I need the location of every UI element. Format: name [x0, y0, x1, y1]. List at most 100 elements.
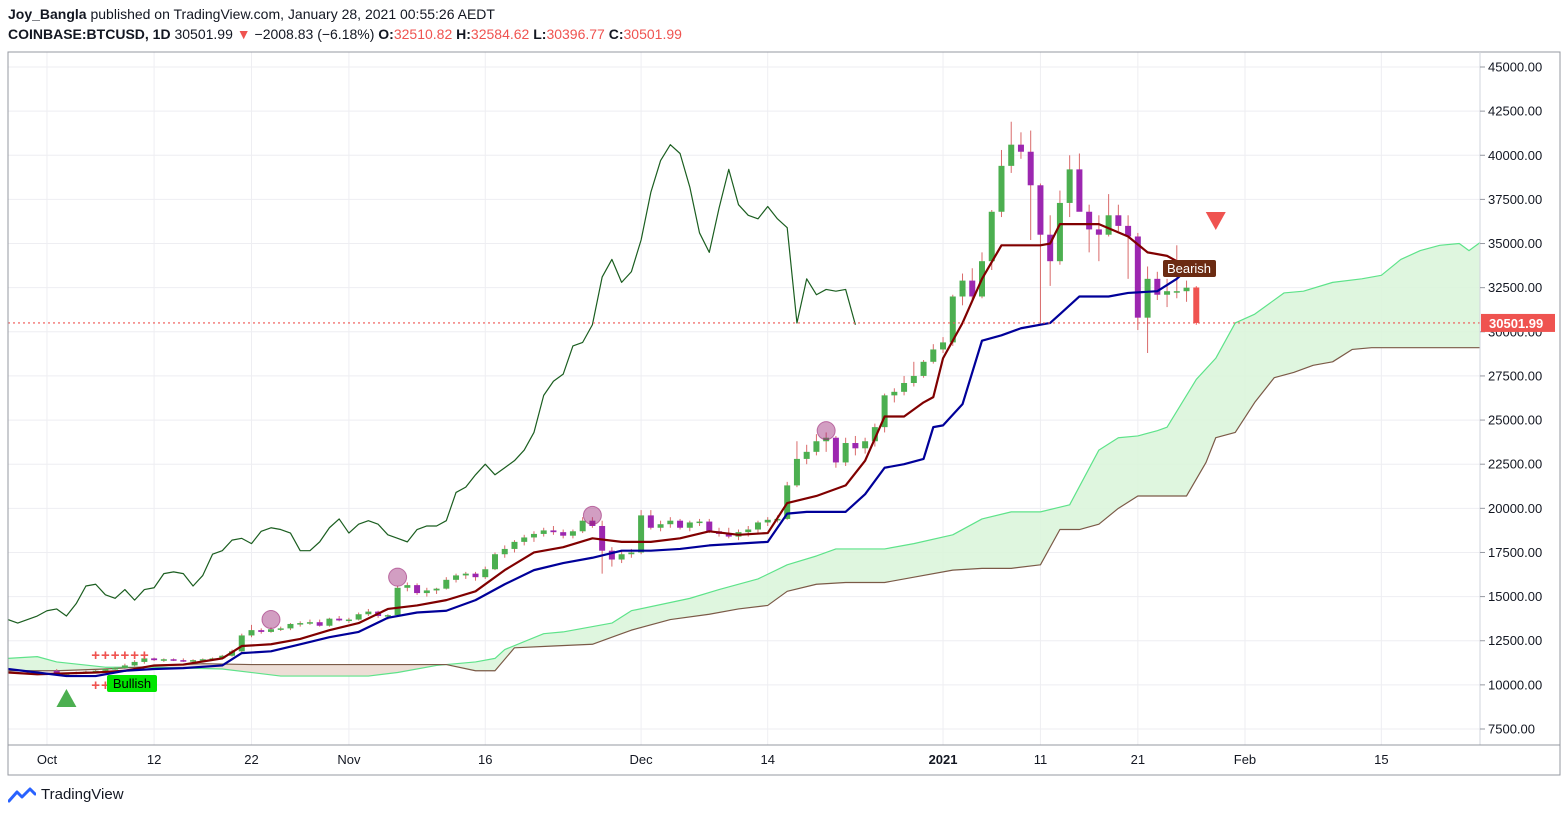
- candle-body: [1173, 291, 1180, 293]
- candle-body: [1017, 144, 1024, 152]
- bullish-label: Bullish: [113, 676, 151, 691]
- candle-body: [949, 296, 956, 343]
- candle-body: [190, 660, 197, 662]
- senkou-span-a-line: [8, 241, 1480, 677]
- candle-body: [1027, 151, 1034, 186]
- candle-body: [297, 623, 304, 625]
- candle-body: [618, 554, 625, 560]
- y-tick-label: 17500.00: [1488, 545, 1542, 560]
- candle-body: [745, 529, 752, 533]
- candle-body: [277, 628, 284, 630]
- candle-body: [696, 521, 703, 524]
- candle-body: [521, 537, 528, 542]
- candle-body: [1037, 185, 1044, 235]
- candle-body: [891, 391, 898, 396]
- cloud-bearish: [139, 663, 447, 677]
- cloud-bullish: [446, 242, 1480, 671]
- plus-signal-marker: +: [120, 647, 129, 664]
- candle-body: [365, 611, 372, 615]
- signal-circle-marker: [388, 567, 408, 587]
- candle-body: [657, 524, 664, 528]
- candle-body: [131, 661, 138, 666]
- author-name[interactable]: Joy_Bangla: [8, 6, 87, 22]
- low-value: 30396.77: [546, 26, 605, 42]
- candle-body: [1144, 278, 1151, 318]
- y-tick-label: 22500.00: [1488, 457, 1542, 472]
- x-tick-label: 14: [760, 752, 774, 767]
- candle-body: [433, 588, 440, 591]
- candle-body: [1125, 225, 1132, 237]
- candle-body: [842, 443, 849, 463]
- symbol-line: COINBASE:BTCUSD, 1D 30501.99 ▼ −2008.83 …: [8, 26, 682, 42]
- candle-body: [579, 520, 586, 532]
- plus-signal-marker: +: [111, 647, 120, 664]
- candle-body: [306, 622, 313, 624]
- high-label: H:: [456, 26, 471, 42]
- candle-body: [560, 532, 567, 536]
- candle-body: [160, 659, 167, 661]
- candle-body: [258, 630, 265, 632]
- candle-body: [248, 630, 255, 636]
- senkou-span-b-line: [8, 347, 1480, 672]
- candle-body: [1066, 169, 1073, 203]
- candle-body: [384, 615, 391, 617]
- open-value: 32510.82: [393, 26, 453, 42]
- candle-body: [355, 614, 362, 620]
- candle-body: [1008, 144, 1015, 166]
- plus-signal-marker: +: [101, 647, 110, 664]
- plus-signal-marker: +: [140, 647, 149, 664]
- candle-body: [1105, 215, 1112, 235]
- plus-signal-marker: +: [101, 677, 110, 694]
- bullish-arrow-icon: [56, 689, 77, 707]
- candle-body: [608, 550, 615, 560]
- bearish-arrow-icon: [1205, 212, 1226, 230]
- candle-body: [404, 585, 411, 588]
- price-change: −2008.83 (−6.18%): [254, 26, 375, 42]
- close-label: C:: [608, 26, 624, 42]
- plus-signal-marker: +: [130, 647, 139, 664]
- candle-body: [832, 437, 839, 463]
- candle-body: [667, 520, 674, 525]
- candle-body: [793, 458, 800, 486]
- signal-circle-marker: [582, 505, 602, 525]
- candle-body: [326, 618, 333, 626]
- candle-body: [706, 521, 713, 532]
- signal-circle-marker: [816, 421, 836, 441]
- low-label: L:: [533, 26, 547, 42]
- publisher-line: Joy_Bangla published on TradingView.com,…: [8, 6, 495, 22]
- y-tick-label: 10000.00: [1488, 677, 1542, 692]
- y-tick-label: 25000.00: [1488, 413, 1542, 428]
- candle-body: [959, 280, 966, 297]
- candle-body: [1164, 291, 1171, 295]
- tradingview-brand[interactable]: TradingView: [8, 786, 124, 803]
- x-tick-label: Dec: [630, 752, 654, 767]
- x-tick-label: 21: [1131, 752, 1145, 767]
- candle-body: [988, 211, 995, 262]
- close-value: 30501.99: [623, 26, 682, 42]
- symbol-name[interactable]: COINBASE:BTCUSD, 1D: [8, 26, 171, 42]
- candle-body: [754, 522, 761, 530]
- candle-body: [540, 530, 547, 534]
- candle-body: [589, 520, 596, 526]
- candle-body: [511, 541, 518, 549]
- y-tick-label: 20000.00: [1488, 501, 1542, 516]
- y-tick-label: 42500.00: [1488, 104, 1542, 119]
- candle-body: [336, 618, 343, 621]
- candle-body: [599, 525, 606, 551]
- candle-body: [647, 515, 654, 528]
- candle-body: [638, 515, 645, 553]
- candle-body: [677, 520, 684, 528]
- y-tick-label: 37500.00: [1488, 192, 1542, 207]
- brand-name: TradingView: [41, 786, 124, 803]
- change-arrow-icon: ▼: [236, 26, 251, 42]
- last-price-tag-label: 30501.99: [1489, 316, 1543, 331]
- candle-body: [229, 651, 236, 656]
- last-price: 30501.99: [174, 26, 233, 42]
- candle-body: [1154, 278, 1161, 295]
- candle-body: [151, 658, 158, 661]
- high-value: 32584.62: [470, 26, 530, 42]
- candle-body: [1183, 287, 1190, 292]
- candle-body: [170, 659, 177, 661]
